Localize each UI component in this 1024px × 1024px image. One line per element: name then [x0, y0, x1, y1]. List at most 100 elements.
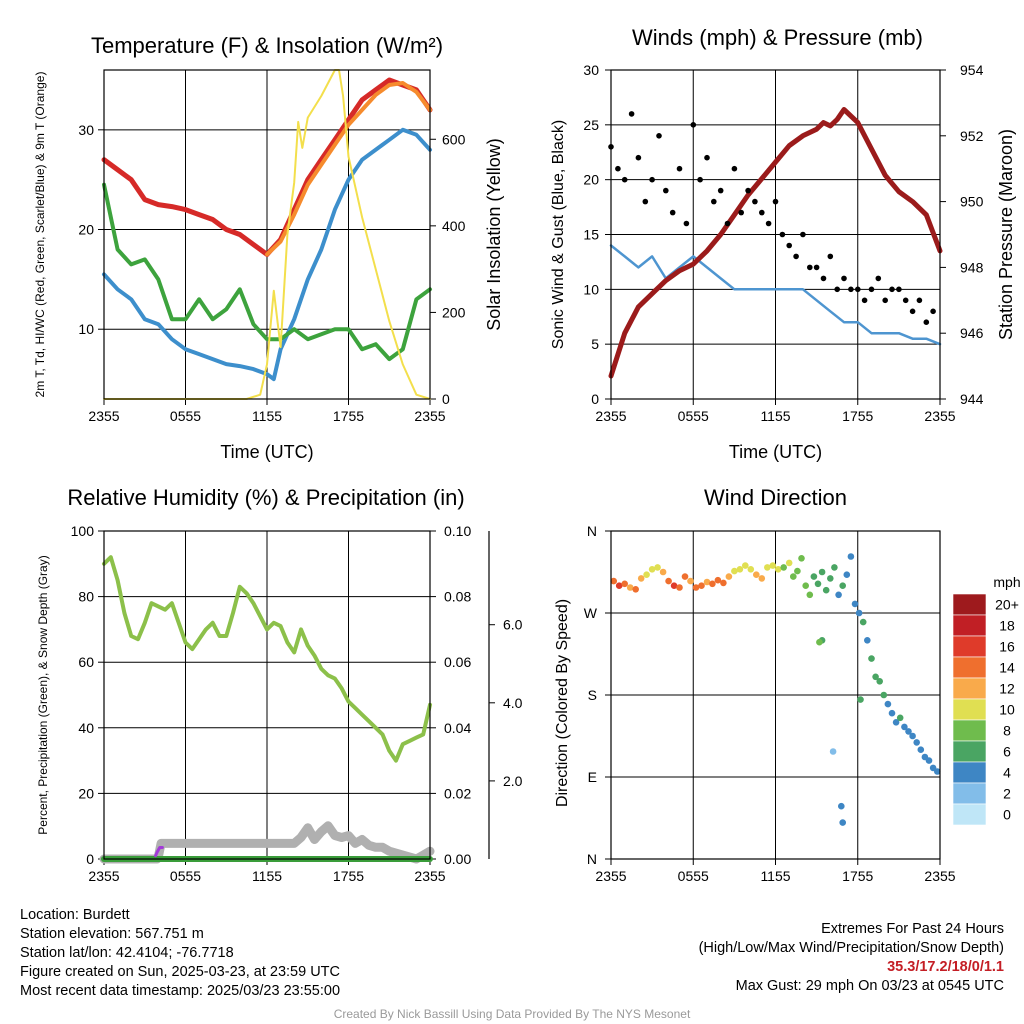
- y-tick-label: 10: [583, 281, 599, 297]
- x-tick-label: 2355: [595, 408, 626, 424]
- gust-point: [752, 198, 758, 205]
- direction-point: [742, 562, 749, 569]
- station-elevation: Station elevation: 567.751 m: [20, 926, 204, 942]
- y-tick-label: 25: [583, 117, 599, 133]
- gust-point: [923, 319, 930, 326]
- legend-label: 8: [1003, 723, 1011, 739]
- direction-point: [670, 582, 678, 589]
- gust-point: [882, 297, 888, 304]
- gust-point: [841, 275, 847, 282]
- x-tick-label: 0555: [678, 868, 709, 884]
- gust-point: [642, 198, 649, 205]
- direction-point: [753, 571, 760, 578]
- y-tick-label: 60: [78, 654, 94, 670]
- x-tick-label: 1755: [842, 868, 873, 884]
- direction-point: [802, 582, 809, 589]
- gust-point: [697, 176, 703, 183]
- direction-point: [925, 757, 933, 764]
- legend-label: 18: [999, 618, 1015, 634]
- legend-swatch: [952, 593, 987, 616]
- direction-point: [934, 768, 941, 775]
- y2-axis-label: Station Pressure (Maroon): [996, 129, 1016, 340]
- legend-swatch: [952, 677, 987, 700]
- gust-point: [813, 264, 820, 271]
- legend-label: 2: [1003, 786, 1011, 802]
- direction-point: [816, 638, 823, 646]
- gust-point: [628, 111, 635, 117]
- y3-tick-label: 2.0: [503, 773, 523, 789]
- x-tick-label: 0555: [678, 408, 709, 424]
- y-tick-label: 0: [591, 391, 599, 407]
- x-axis-label: Time (UTC): [220, 442, 313, 462]
- gust-point: [820, 275, 827, 282]
- direction-point: [872, 673, 879, 681]
- legend-swatch: [952, 719, 987, 742]
- legend-label: 12: [999, 681, 1015, 697]
- chart-title: Relative Humidity (%) & Precipitation (i…: [67, 485, 464, 510]
- y2-tick-label: 0: [442, 391, 450, 407]
- max-gust: Max Gust: 29 mph On 03/23 at 0545 UTC: [735, 978, 1004, 994]
- gust-point: [834, 286, 840, 293]
- y-axis-label: Percent, Precipitation (Green), & Snow D…: [36, 555, 50, 834]
- gust-point: [930, 308, 936, 315]
- legend-label: 0: [1003, 807, 1011, 823]
- direction-point: [818, 568, 826, 576]
- y-tick-label: N: [587, 523, 597, 539]
- y-tick-label: 20: [78, 222, 94, 238]
- direction-point: [905, 728, 912, 735]
- legend-swatch: [952, 782, 987, 805]
- series-line-hi-wc: [102, 127, 432, 382]
- direction-point: [913, 739, 920, 746]
- humidity-panel: 2355 0555 1155 1755 23550204060801000.000.02…: [36, 485, 523, 884]
- gust-point: [759, 209, 765, 216]
- direction-point: [615, 582, 623, 589]
- gust-point: [711, 198, 717, 205]
- direction-point: [835, 591, 842, 599]
- direction-point: [794, 567, 801, 575]
- y-tick-label: 40: [78, 720, 94, 736]
- series-line-station-pressure: [608, 107, 943, 379]
- gust-point: [902, 297, 909, 304]
- station-latlon: Station lat/lon: 42.4104; -76.7718: [20, 945, 234, 961]
- direction-point: [855, 609, 863, 617]
- gust-point: [786, 242, 792, 249]
- plot-frame: [610, 530, 941, 860]
- y-tick-label: 20: [583, 172, 599, 188]
- y2-tick-label: 0.04: [444, 720, 471, 736]
- gust-point: [656, 133, 662, 139]
- x-tick-label: 2355: [88, 868, 119, 884]
- gust-point: [861, 297, 868, 304]
- y2-tick-label: 0.10: [444, 523, 471, 539]
- gust-point: [615, 165, 621, 172]
- figure-created: Figure created on Sun, 2025-03-23, at 23…: [20, 964, 340, 980]
- direction-point: [892, 719, 900, 726]
- x-tick-label: 1155: [252, 408, 282, 424]
- legend-label: 4: [1003, 765, 1011, 781]
- y2-tick-label: 0.02: [444, 785, 471, 801]
- gust-point: [663, 187, 669, 194]
- direction-point: [839, 819, 846, 826]
- extremes-title: Extremes For Past 24 Hours: [821, 921, 1004, 937]
- direction-point: [851, 600, 859, 608]
- extremes-values: 35.3/17.2/18/0/1.1: [887, 959, 1004, 975]
- gust-point: [704, 154, 710, 161]
- y-tick-label: W: [584, 605, 598, 621]
- x-tick-label: 1155: [760, 868, 790, 884]
- x-tick-label: 1155: [252, 868, 282, 884]
- y2-tick-label: 948: [960, 259, 984, 275]
- x-tick-label: 2355: [414, 868, 445, 884]
- y2-tick-label: 400: [442, 218, 466, 234]
- extremes-box: Extremes For Past 24 Hours (High/Low/Max…: [699, 920, 1004, 996]
- direction-point: [859, 618, 867, 626]
- legend-swatch: [952, 803, 987, 826]
- direction-point: [774, 566, 782, 573]
- direction-point: [632, 586, 639, 593]
- x-tick-label: 2355: [924, 408, 955, 424]
- direction-point: [714, 576, 722, 584]
- gust-point: [765, 220, 772, 227]
- y-tick-label: 5: [591, 336, 599, 352]
- direction-point: [764, 564, 771, 571]
- direction-point: [621, 580, 628, 588]
- gust-point: [793, 253, 799, 260]
- x-tick-label: 2355: [595, 868, 626, 884]
